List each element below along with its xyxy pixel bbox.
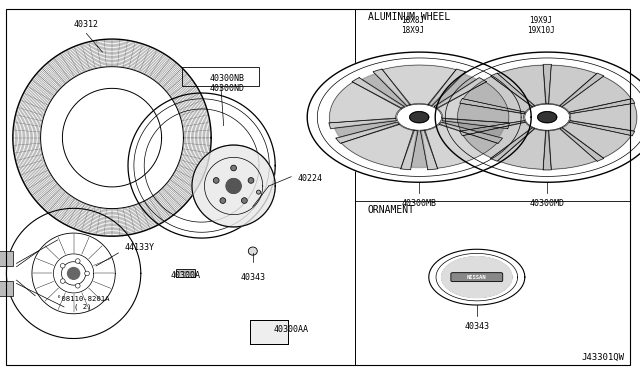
Polygon shape	[442, 120, 504, 137]
Text: °08110-8201A
( 2): °08110-8201A ( 2)	[57, 296, 109, 310]
Text: 19X9J
19X10J: 19X9J 19X10J	[527, 16, 555, 35]
Polygon shape	[491, 128, 534, 161]
Ellipse shape	[68, 267, 79, 279]
Polygon shape	[442, 118, 509, 129]
Polygon shape	[373, 69, 410, 106]
Polygon shape	[330, 82, 402, 123]
Polygon shape	[428, 69, 465, 106]
Ellipse shape	[84, 271, 90, 276]
Ellipse shape	[60, 279, 65, 283]
Polygon shape	[543, 64, 551, 103]
Ellipse shape	[60, 263, 65, 268]
Polygon shape	[562, 122, 631, 158]
Ellipse shape	[248, 247, 257, 255]
Bar	[176, 269, 195, 277]
FancyBboxPatch shape	[451, 273, 503, 282]
Polygon shape	[336, 122, 399, 143]
Ellipse shape	[220, 198, 226, 203]
Text: 40224: 40224	[298, 174, 323, 183]
Polygon shape	[560, 73, 604, 107]
Polygon shape	[420, 131, 438, 170]
Bar	[0, 251, 13, 266]
Polygon shape	[442, 257, 512, 298]
Polygon shape	[458, 103, 525, 131]
Polygon shape	[562, 76, 631, 112]
Polygon shape	[411, 131, 428, 167]
Polygon shape	[569, 99, 635, 114]
Polygon shape	[335, 120, 397, 137]
Polygon shape	[460, 99, 525, 114]
Ellipse shape	[76, 259, 80, 263]
Polygon shape	[424, 124, 497, 168]
Polygon shape	[410, 112, 429, 123]
Text: ORNAMENT: ORNAMENT	[368, 205, 415, 215]
Polygon shape	[352, 78, 404, 109]
Ellipse shape	[241, 198, 247, 203]
Polygon shape	[538, 112, 557, 123]
Text: ALUMINUM WHEEL: ALUMINUM WHEEL	[368, 12, 451, 22]
Text: 40343: 40343	[240, 273, 266, 282]
Ellipse shape	[230, 165, 237, 171]
Polygon shape	[329, 118, 397, 129]
Polygon shape	[560, 128, 604, 161]
Ellipse shape	[213, 177, 219, 183]
Polygon shape	[307, 52, 531, 182]
Polygon shape	[226, 179, 241, 193]
Polygon shape	[434, 78, 486, 109]
Polygon shape	[543, 131, 551, 170]
Text: 40300NB
40300ND: 40300NB 40300ND	[210, 74, 244, 93]
Polygon shape	[192, 145, 275, 227]
Polygon shape	[498, 65, 546, 106]
Text: J43301QW: J43301QW	[581, 353, 624, 362]
Text: 40300MD: 40300MD	[530, 199, 564, 208]
Text: 40312: 40312	[74, 20, 99, 29]
Bar	[182, 67, 259, 86]
Text: 40343: 40343	[464, 322, 490, 331]
Polygon shape	[463, 76, 532, 112]
Polygon shape	[463, 122, 532, 158]
Polygon shape	[569, 121, 635, 136]
Polygon shape	[439, 122, 502, 143]
Polygon shape	[341, 124, 415, 168]
Bar	[250, 320, 288, 344]
Polygon shape	[491, 73, 534, 107]
Text: 18X8J
18X9J: 18X8J 18X9J	[401, 16, 424, 35]
Text: NISSAN: NISSAN	[467, 275, 486, 280]
Polygon shape	[362, 74, 406, 106]
Text: 40300MB: 40300MB	[402, 199, 436, 208]
Ellipse shape	[257, 190, 260, 194]
Polygon shape	[460, 121, 525, 136]
Text: 40300AA: 40300AA	[274, 325, 308, 334]
Polygon shape	[382, 65, 456, 105]
Polygon shape	[570, 103, 637, 131]
Polygon shape	[436, 82, 509, 123]
Polygon shape	[498, 129, 546, 169]
Polygon shape	[548, 129, 596, 169]
Ellipse shape	[248, 177, 254, 183]
Polygon shape	[435, 52, 640, 182]
Text: 44133Y: 44133Y	[125, 243, 155, 252]
Text: 40300A: 40300A	[171, 271, 200, 280]
Polygon shape	[401, 131, 418, 170]
Ellipse shape	[76, 283, 80, 288]
Polygon shape	[432, 74, 477, 106]
Polygon shape	[548, 65, 596, 106]
Bar	[0, 281, 13, 296]
